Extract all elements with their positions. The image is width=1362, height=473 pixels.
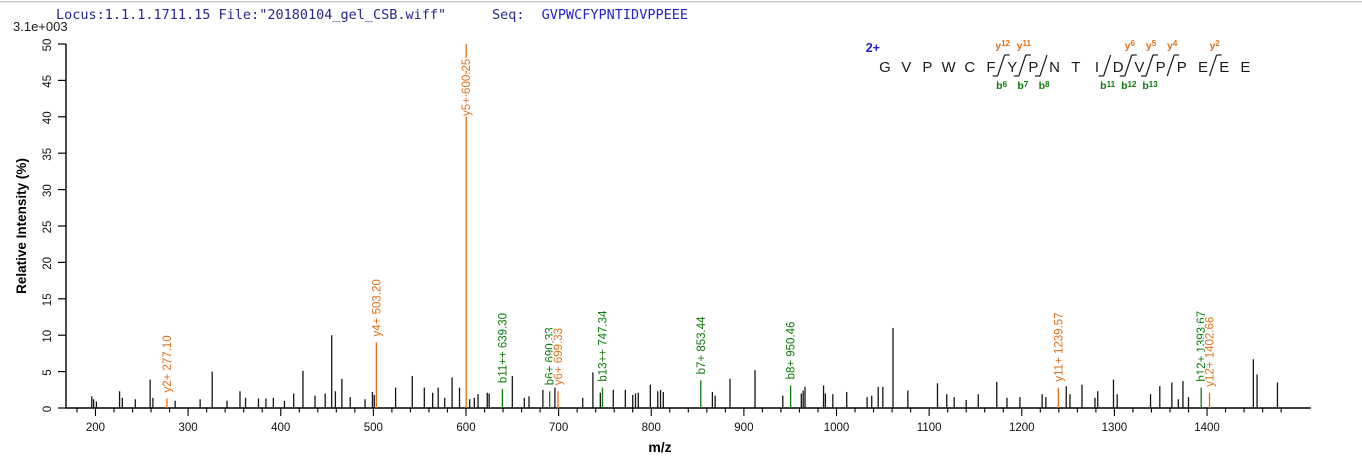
ion-annotation-label: y12+ 1402.66 xyxy=(1205,317,1217,387)
ion-annotation-label: b11++ 639.30 xyxy=(497,313,509,383)
precursor-charge-label: 2+ xyxy=(866,41,880,55)
x-tick-label: 1400 xyxy=(1194,422,1220,434)
peptide-residue: I xyxy=(1095,59,1099,76)
x-tick-label: 700 xyxy=(549,422,568,434)
y-tick-label: 20 xyxy=(42,257,54,270)
peptide-residue: P xyxy=(1156,59,1166,76)
b-fragment-label: b13 xyxy=(1142,80,1158,92)
fragment-cut-mark xyxy=(1039,54,1048,77)
x-tick-label: 500 xyxy=(364,422,383,434)
y-fragment-label: y5 xyxy=(1146,39,1157,52)
y-tick-label: 35 xyxy=(42,148,54,161)
x-tick-label: 1300 xyxy=(1102,422,1128,434)
b-fragment-label: b8 xyxy=(1039,80,1050,92)
ion-annotation-label: b12+ 1393.67 xyxy=(1196,311,1208,382)
x-tick-label: 1100 xyxy=(917,422,942,434)
ion-annotation-label: y11+ 1239.57 xyxy=(1053,312,1065,381)
ion-annotation-label: b8+ 950.46 xyxy=(786,322,798,380)
y-tick-label: 25 xyxy=(42,221,54,234)
y-fragment-label: y4 xyxy=(1167,39,1178,52)
fragment-cut-mark xyxy=(997,54,1006,77)
ion-annotation-label: b6+ 690.33 xyxy=(545,327,557,385)
locus-file-title: Locus:1.1.1.1711.15 File:"20180104_gel_C… xyxy=(56,7,446,23)
sequence-label: Seq: xyxy=(492,7,525,23)
peptide-residue: E xyxy=(1219,59,1229,76)
fragment-cut-mark xyxy=(1103,54,1112,77)
fragment-cut-mark xyxy=(1209,54,1218,77)
y-fragment-label: y12 xyxy=(995,39,1010,52)
x-tick-label: 300 xyxy=(179,422,198,434)
ion-annotation-label: y6+ 699.33 xyxy=(553,328,565,385)
peptide-residue: E xyxy=(1198,59,1208,76)
peptide-residue: V xyxy=(1134,59,1144,76)
fragment-cut-mark xyxy=(1145,54,1154,77)
x-tick-label: 800 xyxy=(642,422,661,434)
peptide-residue: W xyxy=(942,59,957,76)
peptide-residue: P xyxy=(922,59,932,76)
x-tick-label: 600 xyxy=(456,422,475,434)
top-divider xyxy=(0,1,1362,3)
peptide-residue: F xyxy=(986,59,995,76)
y-tick-label: 40 xyxy=(42,111,54,124)
x-axis-title: m/z xyxy=(648,439,671,455)
peptide-residue: E xyxy=(1240,59,1250,76)
ion-annotation-label: y2+ 277.10 xyxy=(162,335,174,392)
y-axis-title: Relative Intensity (%) xyxy=(14,158,29,294)
y-fragment-label: y11 xyxy=(1017,39,1032,52)
x-tick-label: 1200 xyxy=(1009,422,1035,434)
ion-annotation-label: y4+ 503.20 xyxy=(371,279,383,336)
y-fragment-label: y2 xyxy=(1209,39,1220,52)
fragment-cut-mark xyxy=(1124,54,1133,77)
peptide-residue: N xyxy=(1049,59,1060,76)
b-fragment-label: b7 xyxy=(1017,80,1028,92)
y-fragment-label: y6 xyxy=(1125,39,1136,52)
y-tick-label: 50 xyxy=(42,39,54,52)
y-tick-label: 45 xyxy=(42,75,54,88)
sequence-value: GVPWCFYPNTIDVPPEEE xyxy=(542,7,688,23)
ion-annotation-label: y5+ 600.25 xyxy=(461,59,473,116)
peptide-residue: G xyxy=(879,59,891,76)
peptide-residue: Y xyxy=(1007,59,1017,76)
x-tick-label: 900 xyxy=(734,422,753,434)
y-tick-label: 30 xyxy=(42,184,54,197)
intensity-scale-readout: 3.1e+003 xyxy=(13,19,68,34)
fragment-cut-mark xyxy=(1018,54,1027,77)
y-tick-label: 5 xyxy=(42,369,54,375)
ion-annotation-label: b7+ 853.44 xyxy=(696,316,708,374)
x-tick-label: 400 xyxy=(271,422,290,434)
y-tick-label: 10 xyxy=(42,330,54,343)
peptide-residue: D xyxy=(1113,59,1124,76)
spectrum-plot-area: 0 5 10 15 20 25 30 35 40 45 50 200 300 400 500 600 700 80… xyxy=(42,39,1311,434)
ion-annotation-label: b13++ 747.34 xyxy=(597,310,609,382)
y-tick-label: 0 xyxy=(42,406,54,412)
peptide-residue: P xyxy=(1177,59,1187,76)
peptide-residue: V xyxy=(901,59,911,76)
fragment-cut-mark xyxy=(1166,54,1175,77)
x-tick-label: 1000 xyxy=(824,422,850,434)
b-fragment-label: b6 xyxy=(996,80,1007,92)
b-fragment-label: b12 xyxy=(1121,80,1137,92)
peptide-residue: T xyxy=(1071,59,1080,76)
peptide-residue: C xyxy=(964,59,975,76)
sequence-title: Seq: GVPWCFYPNTIDVPPEEE xyxy=(492,7,688,23)
peptide-residue: P xyxy=(1028,59,1038,76)
y-tick-label: 15 xyxy=(42,293,54,306)
b-fragment-label: b11 xyxy=(1100,80,1115,92)
x-tick-label: 200 xyxy=(86,422,105,434)
